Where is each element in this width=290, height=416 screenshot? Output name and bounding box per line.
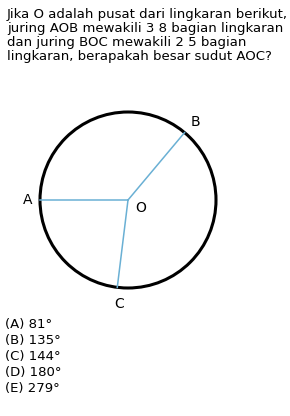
- Text: (D) 180°: (D) 180°: [5, 366, 61, 379]
- Text: juring AOB mewakili 3 8 bagian lingkaran: juring AOB mewakili 3 8 bagian lingkaran: [7, 22, 283, 35]
- Text: B: B: [191, 114, 200, 129]
- Text: A: A: [23, 193, 32, 207]
- Text: (C) 144°: (C) 144°: [5, 350, 61, 363]
- Text: (B) 135°: (B) 135°: [5, 334, 61, 347]
- Text: (E) 279°: (E) 279°: [5, 382, 60, 395]
- Text: (A) 81°: (A) 81°: [5, 318, 52, 331]
- Text: lingkaran, berapakah besar sudut AOC?: lingkaran, berapakah besar sudut AOC?: [7, 50, 272, 63]
- Text: dan juring BOC mewakili 2 5 bagian: dan juring BOC mewakili 2 5 bagian: [7, 36, 246, 49]
- Text: C: C: [114, 297, 124, 311]
- Text: O: O: [135, 201, 146, 215]
- Text: Jika O adalah pusat dari lingkaran berikut,: Jika O adalah pusat dari lingkaran berik…: [7, 8, 288, 21]
